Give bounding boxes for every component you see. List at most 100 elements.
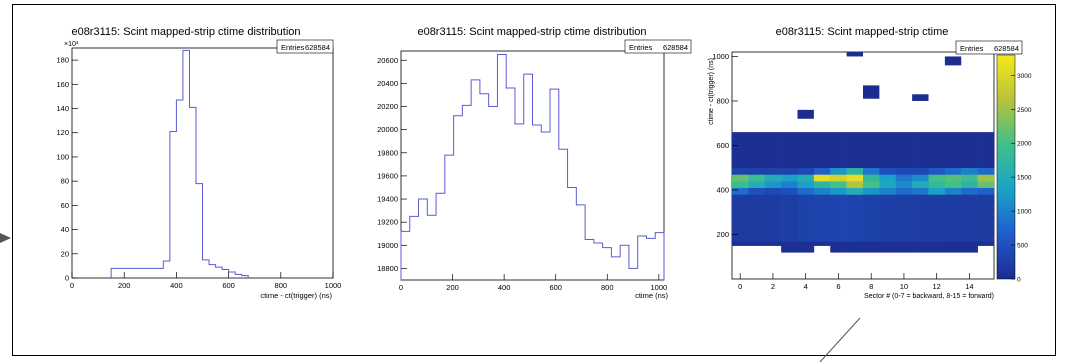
heatmap-cell [863, 174, 880, 182]
heatmap-cell [813, 167, 831, 175]
heatmap-cell [879, 167, 897, 175]
heatmap-isolated-cell [797, 109, 814, 119]
heatmap-cell [797, 181, 815, 189]
panel2-bin [629, 268, 638, 280]
panel3-ylabel: ctime - ct(trigger) (ns) [708, 58, 715, 125]
heatmap-cell [895, 174, 913, 182]
heatmap-cell [830, 187, 847, 195]
panel1-bin [242, 276, 249, 278]
heatmap-cell [764, 181, 782, 189]
colorbar-tick-label: 2500 [1017, 107, 1032, 114]
heatmap-cell [764, 174, 782, 182]
panel2-bin [506, 88, 515, 280]
panel1-ytick-label: 20 [61, 249, 69, 258]
panel1-ytick-label: 0 [65, 274, 69, 283]
heatmap-cell [830, 174, 847, 182]
heatmap-cell [912, 241, 929, 253]
heatmap-cell [961, 132, 978, 169]
heatmap-cell [879, 194, 897, 242]
panel2-xtick-label: 1000 [650, 283, 667, 292]
panel1-xtick-label: 600 [222, 281, 235, 290]
panel2-bin [533, 125, 542, 280]
heatmap-cell [928, 241, 946, 253]
panel2-title: e08r3115: Scint mapped-strip ctime distr… [417, 26, 646, 38]
panel2-bin [419, 199, 428, 280]
heatmap-cell [781, 174, 798, 182]
heatmap-cell [977, 241, 995, 246]
heatmap-cell [944, 174, 962, 182]
panel2-bin [497, 54, 506, 280]
heatmap-cell [781, 187, 798, 195]
panel1-xtick-label: 1000 [325, 281, 342, 290]
heatmap-cell [781, 194, 798, 242]
heatmap-cell [928, 174, 946, 182]
heatmap-isolated-cell [846, 52, 863, 57]
heatmap-cell [846, 132, 864, 169]
panel3-xtick-label: 14 [965, 282, 973, 291]
panel2-bin [620, 245, 629, 280]
heatmap-cell [732, 194, 749, 242]
heatmap-cell [748, 174, 766, 182]
heatmap-cell [732, 167, 749, 175]
panel1-xlabel: ctime - ct(trigger) (ns) [260, 291, 332, 300]
panel2-stats-value: 628584 [663, 43, 688, 52]
heatmap-cell [764, 241, 782, 246]
heatmap-cell [961, 167, 978, 175]
panel-ctime-trigger-hist: e08r3115: Scint mapped-strip ctime distr… [56, 26, 341, 300]
heatmap-cell [912, 174, 929, 182]
panel1-bin [176, 100, 183, 278]
heatmap-cell [928, 167, 946, 175]
panel1-xtick-label: 0 [70, 281, 74, 290]
panel2-stats-label: Entries [629, 43, 653, 52]
heatmap-cell [748, 132, 766, 169]
panel2-stats-box: Entries 628584 [624, 39, 692, 54]
heatmap-cell [764, 167, 782, 175]
panel2-bin [541, 132, 550, 280]
pointer-line [819, 317, 861, 362]
heatmap-cell [863, 167, 880, 175]
heatmap-cell [781, 241, 798, 253]
panel3-xtick-label: 8 [869, 282, 873, 291]
panel2-bin [646, 238, 655, 280]
panel1-stats-box: Entries 628584 [276, 39, 334, 54]
colorbar-tick-label: 3000 [1017, 73, 1032, 80]
panel2-ytick-label: 19400 [377, 195, 398, 204]
heatmap-cell [863, 241, 880, 253]
heatmap-cell [977, 132, 995, 169]
heatmap-cell [748, 181, 766, 189]
panel1-title: e08r3115: Scint mapped-strip ctime distr… [71, 26, 300, 38]
panel2-bin [471, 80, 480, 280]
heatmap-cell [944, 181, 962, 189]
panel1-xtick-label: 200 [118, 281, 131, 290]
heatmap-cell [781, 132, 798, 169]
panel2-xtick-label: 600 [549, 283, 562, 292]
panel1-ytick-label: 100 [56, 152, 69, 161]
heatmap-cell [748, 167, 766, 175]
heatmap-isolated-cell [944, 56, 962, 66]
heatmap-cell [863, 187, 880, 195]
heatmap-cell [863, 132, 880, 169]
heatmap-cell [797, 194, 815, 242]
panel2-bin [568, 187, 577, 280]
heatmap-cell [846, 241, 864, 253]
panel1-ytick-label: 40 [61, 225, 69, 234]
panel1-ytick-label: 120 [56, 128, 69, 137]
heatmap-cell [764, 187, 782, 195]
heatmap-cell [846, 167, 864, 175]
heatmap-cell [879, 132, 897, 169]
heatmap-cell [846, 174, 864, 182]
panel2-bin [436, 193, 445, 280]
colorbar-tick-label: 1000 [1017, 209, 1032, 216]
heatmap-cell [732, 187, 749, 195]
heatmap-cell [977, 174, 995, 182]
panel1-bin [111, 268, 163, 278]
panel3-xtick-label: 10 [900, 282, 908, 291]
heatmap-cell [781, 181, 798, 189]
panel1-y-multiplier: ×10³ [64, 41, 79, 48]
heatmap-cell [830, 194, 847, 242]
panel2-bin [410, 216, 419, 280]
panel2-bin [462, 105, 471, 280]
panel2-bin [480, 94, 489, 280]
panel1-stats-value: 628584 [305, 43, 330, 52]
